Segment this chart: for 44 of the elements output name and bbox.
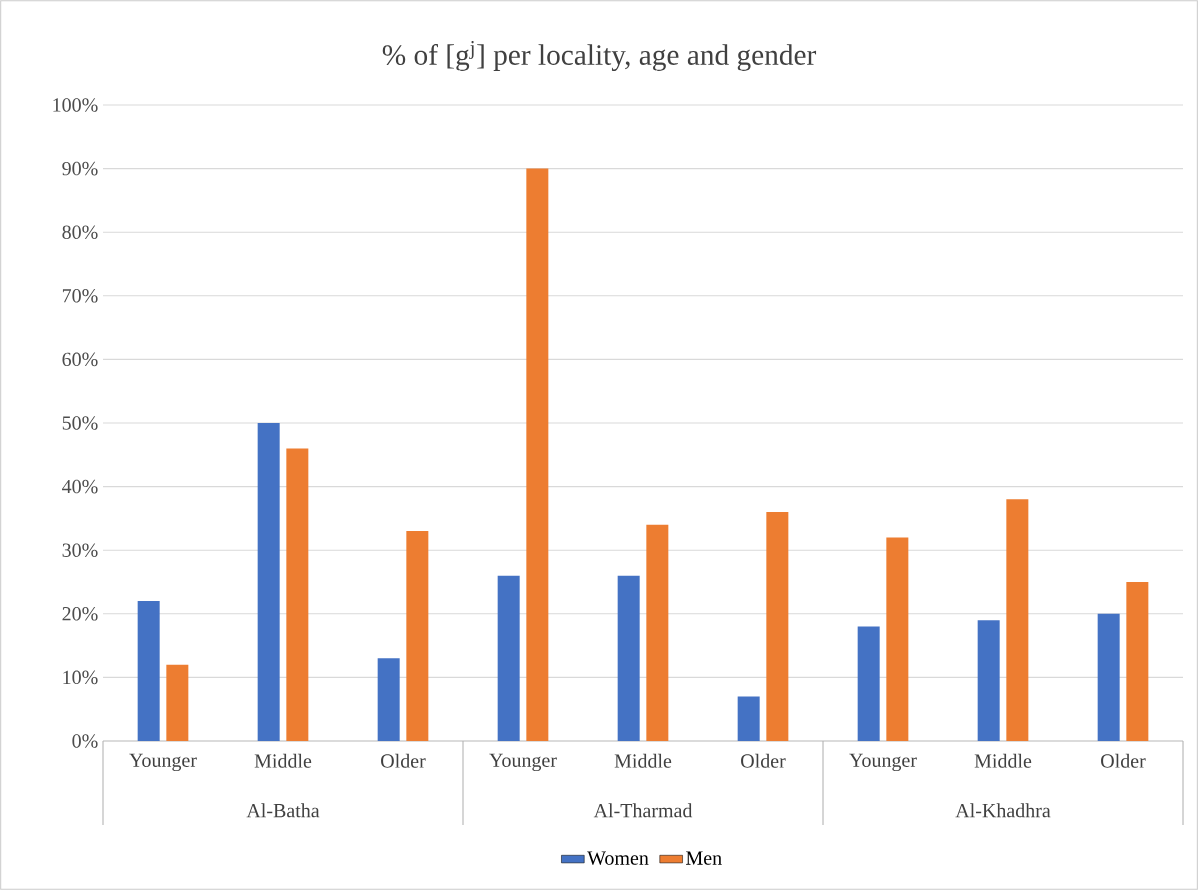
bar	[1126, 582, 1149, 741]
text: Al-Tharmad	[593, 803, 693, 818]
y-tick-label: 0%	[72, 734, 98, 748]
bar	[886, 537, 909, 741]
bar	[977, 620, 1000, 741]
y-tick-label: 50%	[62, 416, 98, 430]
text: Al-Batha	[246, 803, 320, 818]
bar	[766, 512, 789, 741]
x-tick-label: Older	[1101, 753, 1146, 768]
bar	[646, 524, 669, 741]
bar	[166, 664, 189, 741]
x-tick-label: Middle	[974, 753, 1032, 768]
bar	[1006, 499, 1029, 741]
bar	[617, 575, 640, 741]
bar	[377, 658, 400, 741]
bar	[497, 575, 520, 741]
bar	[526, 168, 549, 741]
y-tick-label: 100%	[53, 98, 98, 112]
bar	[257, 423, 280, 741]
y-tick-label: 30%	[62, 543, 98, 557]
x-tick-label: Older	[741, 753, 786, 768]
y-tick-label: 40%	[62, 479, 98, 494]
bar	[286, 448, 309, 741]
x-tick-label: Younger	[489, 753, 557, 772]
chart-title: % of [g$^{j}$] per locality, age and gender	[382, 41, 817, 71]
y-tick-label: 70%	[62, 289, 98, 303]
bar	[737, 696, 760, 741]
bar	[406, 531, 429, 741]
y-tick-label: 90%	[62, 161, 98, 176]
bar	[857, 626, 880, 741]
y-tick-label: 20%	[62, 607, 98, 621]
legend-label: Men	[686, 851, 722, 865]
legend-label: Women	[587, 851, 649, 865]
bar	[137, 601, 160, 741]
x-tick-label: Middle	[254, 753, 312, 768]
text: Al-Khadhra	[955, 803, 1051, 818]
x-tick-label: Younger	[129, 753, 197, 772]
y-tick-label: 80%	[62, 225, 98, 239]
x-tick-label: Older	[381, 753, 426, 768]
x-tick-label: Middle	[614, 753, 672, 768]
y-tick-label: 10%	[63, 670, 98, 685]
x-tick-label: Younger	[849, 753, 917, 772]
y-tick-label: 60%	[62, 352, 98, 367]
bar	[1097, 613, 1120, 741]
